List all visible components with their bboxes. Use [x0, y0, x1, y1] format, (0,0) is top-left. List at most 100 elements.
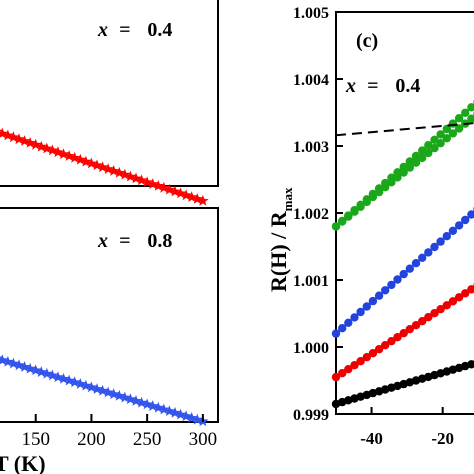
panel-c-circle-marker	[331, 222, 341, 231]
panel-c-circle-marker	[362, 353, 371, 362]
panel-c-circle-marker	[381, 286, 390, 295]
left-bottom-x-annotation: x = 0.8	[97, 230, 172, 252]
left-top-star-marker	[113, 166, 125, 178]
panel-c-circle-marker	[362, 197, 371, 207]
panel-c-circle-marker	[436, 139, 445, 148]
panel-c-circle-marker	[436, 130, 445, 139]
left-top-star-marker	[69, 151, 81, 163]
left-top-star-marker	[174, 187, 187, 199]
panel-c-label: (c)	[356, 30, 378, 52]
panel-c-circle-marker	[381, 341, 390, 350]
panel-c-y-tick-label: 1.004	[293, 72, 329, 89]
panel-c-circle-marker	[461, 289, 470, 298]
left-top-star-marker	[108, 165, 120, 176]
panel-c-circle-marker	[411, 321, 421, 330]
left-top-star-marker	[74, 153, 86, 165]
panel-c-circle-marker	[430, 309, 439, 318]
left-bottom-star-marker	[108, 388, 120, 400]
panel-c-circle-marker	[467, 285, 474, 294]
panel-c-x-eq: =	[367, 75, 378, 97]
left-top-x-annotation: x = 0.4	[97, 19, 172, 41]
panel-c-circle-marker	[338, 369, 347, 378]
left-top-star-marker	[191, 193, 203, 204]
left-bottom-star-marker	[52, 371, 64, 383]
panel-c-y-ticks: 0.999 1.000 1.001 1.002 1.003 1.004 1.005	[293, 5, 343, 424]
panel-c-x-annotation: x = 0.4	[345, 75, 420, 97]
panel-c-y-axis-label-main: R(H) / R	[266, 210, 291, 292]
left-bottom-star-marker	[124, 393, 137, 405]
panel-c-x-tick-label: -20	[431, 429, 454, 448]
left-bottom-star-marker	[130, 395, 142, 406]
panel-c-circle-marker	[442, 232, 451, 241]
panel-c-circle-marker	[344, 212, 353, 221]
panel-c-circle-marker	[418, 317, 427, 326]
left-bottom-star-marker	[163, 405, 176, 417]
panel-c-x-tick-label: -40	[360, 429, 383, 448]
panel-c-circle-marker	[374, 291, 384, 300]
left-top-star-marker	[41, 142, 53, 154]
left-top-star-marker	[35, 140, 47, 152]
left-bottom-x-var: x	[97, 230, 108, 252]
panel-c-circle-marker	[356, 307, 365, 317]
panel-c-circle-marker	[381, 183, 390, 192]
panel-c-circle-marker	[424, 248, 433, 257]
panel-c-circle-marker	[411, 158, 421, 167]
left-top-star-marker	[152, 180, 164, 191]
panel-c-x-value: 0.4	[395, 75, 420, 97]
left-bottom-star-marker	[186, 412, 198, 423]
left-top-star-marker	[85, 157, 98, 169]
left-bottom-star-marker	[0, 356, 3, 364]
panel-c-circle-marker	[418, 253, 427, 262]
panel-c-circle-marker	[362, 302, 371, 311]
panel-c-circle-marker	[368, 192, 378, 202]
left-bottom-star-marker	[119, 391, 131, 403]
left-bottom-star-marker	[7, 357, 20, 369]
left-bottom-star-marker	[141, 398, 153, 410]
panel-c-circle-marker	[338, 324, 347, 333]
left-bottom-series	[0, 354, 209, 427]
panel-c-circle-marker	[356, 357, 365, 366]
left-bottom-star-marker	[85, 381, 98, 393]
panel-c-circle-marker	[344, 365, 353, 374]
panel-left-top: x = 0.4	[0, 0, 219, 206]
left-bottom-star-marker	[13, 359, 25, 371]
panel-c-circle-marker	[467, 114, 474, 123]
panel-c-circle-marker	[393, 275, 402, 284]
left-bottom-star-marker	[169, 406, 181, 418]
panel-c-circle-marker	[350, 207, 359, 216]
panel-c-circle-marker	[436, 237, 445, 246]
left-bottom-star-marker	[46, 369, 59, 381]
panel-c-circle-marker	[436, 305, 445, 314]
panel-c-circle-marker	[448, 226, 458, 235]
left-top-star-marker	[24, 137, 36, 148]
panel-c-circle-marker	[430, 143, 439, 153]
panel-c-circle-marker	[442, 301, 451, 310]
left-bottom-star-marker	[24, 362, 36, 374]
left-top-star-marker	[0, 129, 3, 137]
left-bottom-star-marker	[147, 400, 159, 411]
left-bottom-star-marker	[96, 384, 109, 396]
left-bottom-star-marker	[191, 413, 203, 425]
panel-c-circle-marker	[461, 108, 470, 118]
left-bottom-star-marker	[30, 364, 42, 376]
panel-c-circle-marker	[387, 178, 396, 187]
panel-c-circle-marker	[350, 361, 359, 370]
panel-c-circle-marker	[424, 148, 433, 158]
panel-c-y-tick-label: 1.000	[293, 340, 329, 357]
panel-c-circle-marker	[424, 313, 433, 322]
panel-c-circle-marker	[368, 296, 378, 306]
panel-c-circle-marker	[387, 337, 396, 346]
panel-c-circle-marker	[411, 259, 421, 268]
panel-c-y-tick-label: 1.003	[293, 139, 329, 156]
left-top-star-marker	[57, 148, 70, 159]
left-top-star-marker	[46, 144, 59, 156]
left-top-star-marker	[13, 133, 25, 145]
left-bottom-x-tick-label: 300	[189, 429, 218, 450]
panel-c-y-tick-label: 1.002	[293, 206, 329, 223]
panel-c-circle-marker	[331, 329, 341, 338]
left-top-series	[0, 127, 209, 206]
panel-c-circle-marker	[461, 215, 470, 225]
left-top-star-marker	[102, 163, 114, 174]
left-bottom-star-marker	[74, 378, 86, 389]
